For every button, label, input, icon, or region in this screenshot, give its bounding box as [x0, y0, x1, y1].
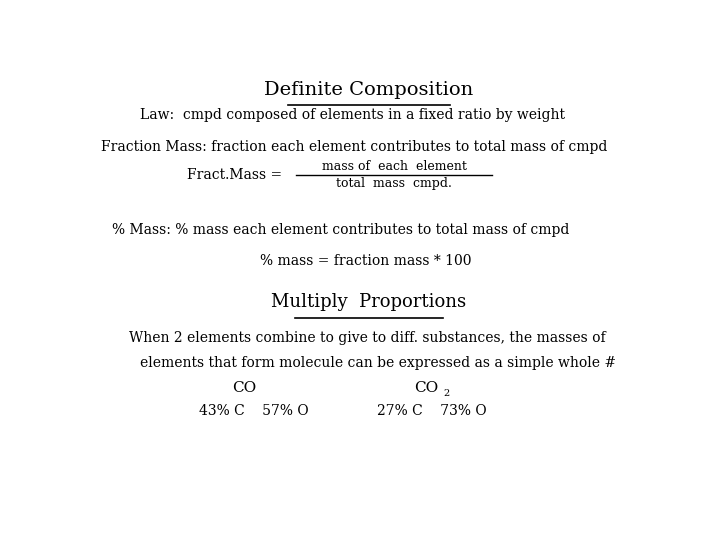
Text: Fract.Mass =: Fract.Mass =: [187, 168, 282, 182]
Text: CO: CO: [413, 381, 438, 395]
Text: 43% C    57% O: 43% C 57% O: [199, 404, 308, 417]
Text: 2: 2: [444, 389, 449, 398]
Text: Multiply  Proportions: Multiply Proportions: [271, 294, 467, 312]
Text: CO: CO: [233, 381, 256, 395]
Text: total  mass  cmpd.: total mass cmpd.: [336, 177, 452, 190]
Text: elements that form molecule can be expressed as a simple whole #: elements that form molecule can be expre…: [140, 356, 616, 370]
Text: Definite Composition: Definite Composition: [264, 82, 474, 99]
Text: mass of  each  element: mass of each element: [322, 160, 467, 173]
Text: % Mass: % mass each element contributes to total mass of cmpd: % Mass: % mass each element contributes …: [112, 223, 570, 237]
Text: Law:  cmpd composed of elements in a fixed ratio by weight: Law: cmpd composed of elements in a fixe…: [140, 109, 565, 123]
Text: When 2 elements combine to give to diff. substances, the masses of: When 2 elements combine to give to diff.…: [129, 331, 606, 345]
Text: Fraction Mass: fraction each element contributes to total mass of cmpd: Fraction Mass: fraction each element con…: [101, 140, 608, 154]
Text: 27% C    73% O: 27% C 73% O: [377, 404, 487, 417]
Text: % mass = fraction mass * 100: % mass = fraction mass * 100: [260, 254, 472, 268]
